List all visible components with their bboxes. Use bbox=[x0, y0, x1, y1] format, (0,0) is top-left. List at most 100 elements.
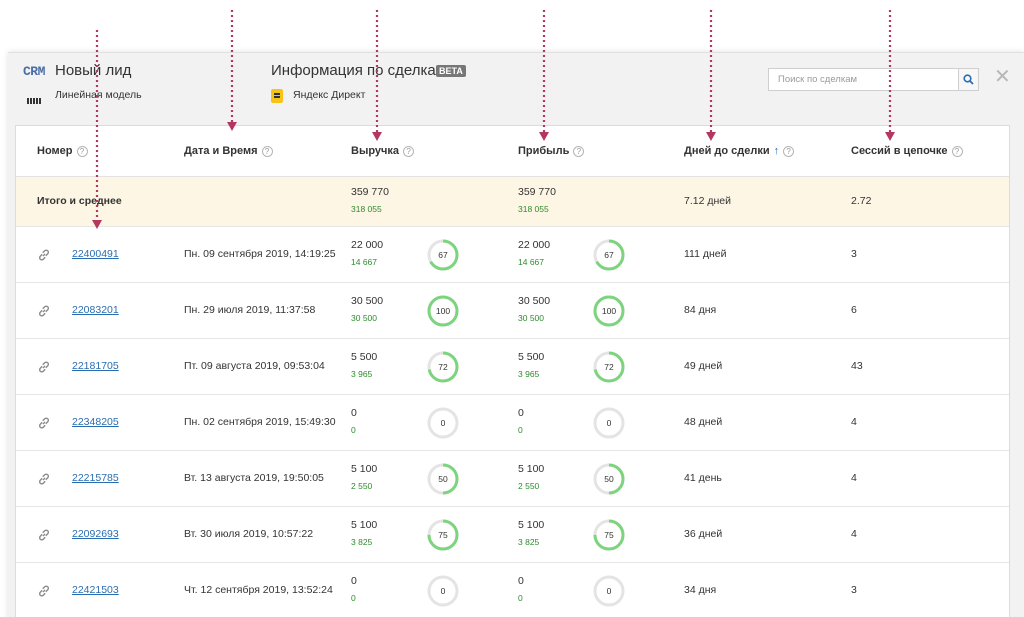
progress-ring-value: 72 bbox=[604, 362, 614, 372]
deal-profit: 5 500 bbox=[518, 351, 545, 363]
link-icon[interactable] bbox=[37, 360, 51, 374]
help-icon[interactable]: ? bbox=[76, 145, 88, 157]
attribution-model-label: Линейная модель bbox=[55, 89, 142, 101]
beta-badge: BETA bbox=[436, 65, 466, 77]
deal-revenue: 5 100 bbox=[351, 463, 378, 475]
link-icon[interactable] bbox=[37, 584, 51, 598]
table-row: 22083201 Пн. 29 июля 2019, 11:37:58 30 500… bbox=[16, 283, 1009, 339]
deal-revenue-sub: 0 bbox=[351, 425, 356, 435]
help-icon[interactable]: ? bbox=[951, 145, 963, 157]
search-button[interactable] bbox=[958, 69, 978, 90]
deal-id-link[interactable]: 22083201 bbox=[72, 304, 119, 316]
column-profit[interactable]: Прибыль? bbox=[518, 145, 585, 157]
search-icon bbox=[963, 74, 974, 85]
deal-sessions: 6 bbox=[851, 304, 857, 316]
table-row: 22215785 Вт. 13 августа 2019, 19:50:05 5 1… bbox=[16, 451, 1009, 507]
progress-ring-value: 0 bbox=[606, 418, 612, 428]
totals-revenue-sub: 318 055 bbox=[351, 204, 382, 214]
deal-datetime: Чт. 12 сентября 2019, 13:52:24 bbox=[184, 584, 333, 596]
deal-profit-sub: 0 bbox=[518, 593, 523, 603]
deal-id-link[interactable]: 22421503 bbox=[72, 584, 119, 596]
link-icon[interactable] bbox=[37, 528, 51, 542]
table-row: 22400491 Пн. 09 сентября 2019, 14:19:25 22… bbox=[16, 227, 1009, 283]
deal-revenue-sub: 14 667 bbox=[351, 257, 377, 267]
deal-profit-sub: 2 550 bbox=[518, 481, 540, 491]
close-icon[interactable]: ✕ bbox=[994, 66, 1011, 88]
crm-window: CRM Новый лид Линейная модель Информация… bbox=[8, 52, 1024, 617]
deal-id-link[interactable]: 22092693 bbox=[72, 528, 119, 540]
deal-revenue-sub: 3 965 bbox=[351, 369, 373, 379]
progress-ring bbox=[593, 519, 625, 551]
progress-ring bbox=[593, 295, 625, 327]
progress-ring-value: 50 bbox=[604, 474, 614, 484]
deal-profit: 5 100 bbox=[518, 519, 545, 531]
totals-days: 7.12 дней bbox=[684, 195, 731, 207]
link-icon[interactable] bbox=[37, 248, 51, 262]
help-icon[interactable]: ? bbox=[783, 145, 795, 157]
deal-revenue-sub: 0 bbox=[351, 593, 356, 603]
column-days-label: Дней до сделки bbox=[684, 145, 770, 157]
help-icon[interactable]: ? bbox=[403, 145, 415, 157]
progress-ring-value: 67 bbox=[604, 250, 614, 260]
progress-ring bbox=[427, 295, 459, 327]
deal-profit: 30 500 bbox=[518, 295, 551, 307]
deal-id-link[interactable]: 22400491 bbox=[72, 248, 119, 260]
totals-sessions: 2.72 bbox=[851, 195, 872, 207]
deal-datetime: Пт. 09 августа 2019, 09:53:04 bbox=[184, 360, 325, 372]
progress-ring-value: 50 bbox=[438, 474, 448, 484]
deal-profit: 22 000 bbox=[518, 239, 551, 251]
deal-id-link[interactable]: 22181705 bbox=[72, 360, 119, 372]
deal-sessions: 3 bbox=[851, 248, 857, 260]
deal-days: 36 дней bbox=[684, 528, 723, 540]
deal-id-link[interactable]: 22348205 bbox=[72, 416, 119, 428]
deal-sessions: 3 bbox=[851, 584, 857, 596]
deals-info-title: Информация по сделкам bbox=[271, 62, 447, 79]
table-row: 22092693 Вт. 30 июля 2019, 10:57:22 5 100 3… bbox=[16, 507, 1009, 563]
deal-days: 41 день bbox=[684, 472, 722, 484]
progress-ring-value: 67 bbox=[438, 250, 448, 260]
traffic-source-label: Яндекс Директ bbox=[293, 89, 366, 101]
column-sessions[interactable]: Сессий в цепочке? bbox=[851, 145, 963, 157]
sort-arrow-up-icon[interactable]: ↑ bbox=[773, 145, 780, 157]
deal-datetime: Пн. 29 июля 2019, 11:37:58 bbox=[184, 304, 316, 316]
totals-profit: 359 770 bbox=[518, 186, 556, 198]
deal-days: 49 дней bbox=[684, 360, 723, 372]
link-icon[interactable] bbox=[37, 472, 51, 486]
column-datetime[interactable]: Дата и Время? bbox=[184, 145, 273, 157]
deal-days: 34 дня bbox=[684, 584, 717, 596]
column-revenue[interactable]: Выручка? bbox=[351, 145, 415, 157]
column-sessions-label: Сессий в цепочке bbox=[851, 145, 948, 157]
table-row: 22181705 Пт. 09 августа 2019, 09:53:04 5 5… bbox=[16, 339, 1009, 395]
totals-profit-sub: 318 055 bbox=[518, 204, 549, 214]
link-icon[interactable] bbox=[37, 416, 51, 430]
deal-datetime: Пн. 02 сентября 2019, 15:49:30 bbox=[184, 416, 336, 428]
column-days[interactable]: Дней до сделки ↑? bbox=[684, 145, 795, 157]
deal-sessions: 4 bbox=[851, 528, 857, 540]
deal-days: 48 дней bbox=[684, 416, 723, 428]
deal-profit-sub: 3 965 bbox=[518, 369, 540, 379]
deal-profit-sub: 3 825 bbox=[518, 537, 540, 547]
column-number[interactable]: Номер? bbox=[37, 145, 88, 157]
deal-days: 84 дня bbox=[684, 304, 717, 316]
deal-profit: 5 100 bbox=[518, 463, 545, 475]
link-icon[interactable] bbox=[37, 304, 51, 318]
deal-profit-sub: 14 667 bbox=[518, 257, 544, 267]
progress-ring-value: 0 bbox=[606, 586, 612, 596]
progress-ring bbox=[427, 519, 459, 551]
deal-revenue: 5 100 bbox=[351, 519, 378, 531]
table-row: 22421503 Чт. 12 сентября 2019, 13:52:24 0 0… bbox=[16, 563, 1009, 617]
column-number-label: Номер bbox=[37, 145, 73, 157]
deal-id-link[interactable]: 22215785 bbox=[72, 472, 119, 484]
deal-revenue: 22 000 bbox=[351, 239, 384, 251]
help-icon[interactable]: ? bbox=[573, 145, 585, 157]
progress-ring bbox=[427, 351, 459, 383]
deal-datetime: Пн. 09 сентября 2019, 14:19:25 bbox=[184, 248, 336, 260]
deal-revenue-sub: 30 500 bbox=[351, 313, 377, 323]
deal-revenue-sub: 2 550 bbox=[351, 481, 373, 491]
totals-row: Итого и среднее 359 770 318 055 359 770 … bbox=[16, 177, 1009, 227]
totals-revenue: 359 770 bbox=[351, 186, 389, 198]
help-icon[interactable]: ? bbox=[261, 145, 273, 157]
search-input[interactable] bbox=[769, 69, 958, 90]
table-header: Номер? Дата и Время? Выручка? Прибыль? Д… bbox=[16, 126, 1009, 177]
deals-search bbox=[768, 68, 979, 91]
